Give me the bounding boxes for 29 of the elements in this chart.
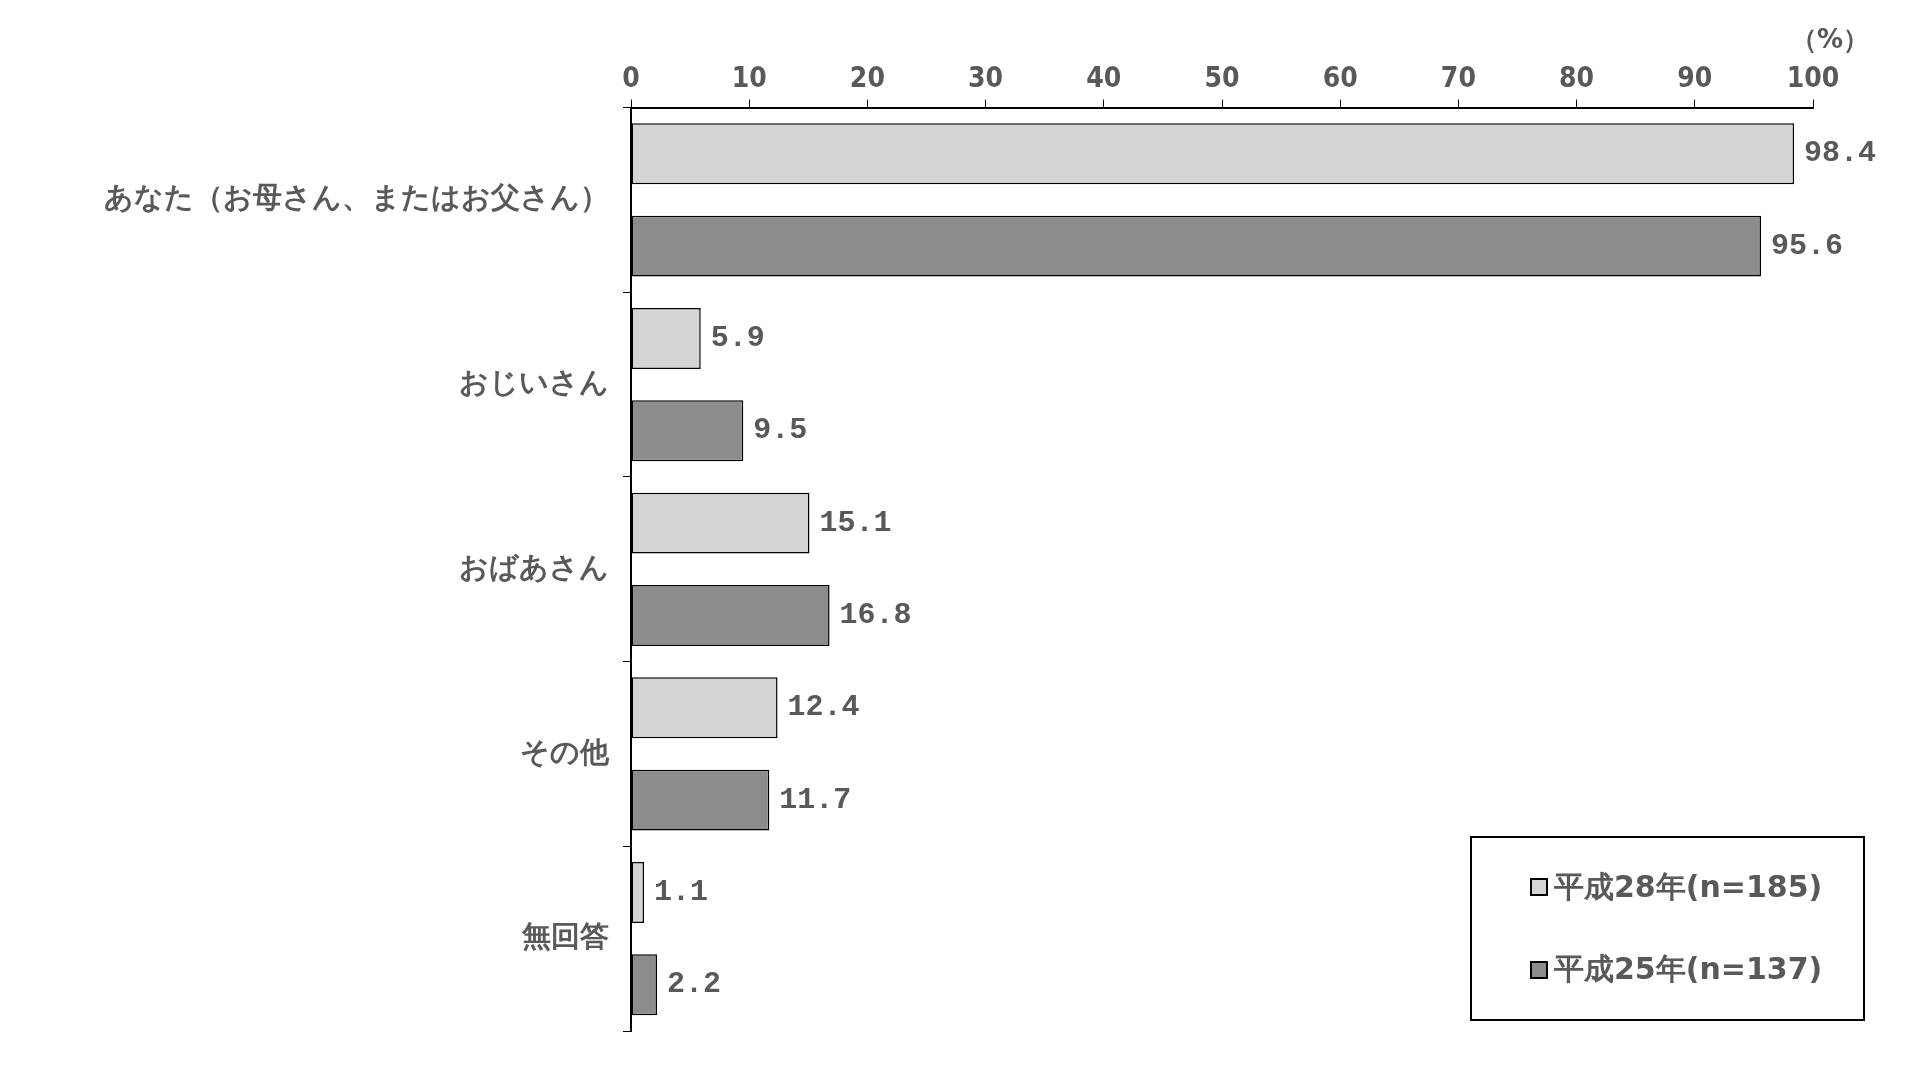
- legend-label: 平成28年(n=185): [1554, 867, 1823, 906]
- data-label: 15.1: [819, 505, 892, 540]
- x-tick-label: 90: [1677, 61, 1713, 95]
- data-label: 2.2: [667, 967, 722, 1002]
- x-tick-label: 0: [622, 61, 640, 95]
- data-label: 1.1: [654, 875, 709, 910]
- data-label: 11.7: [779, 782, 852, 817]
- y-tick-label: あなた（お母さん、またはお父さん）: [104, 180, 609, 215]
- x-tick-label: 50: [1204, 61, 1240, 95]
- x-tick-label: 100: [1786, 61, 1840, 95]
- data-label: 16.8: [839, 598, 912, 633]
- x-tick-label: 20: [849, 61, 885, 95]
- x-tick-label: 60: [1322, 61, 1358, 95]
- x-tick-label: 80: [1559, 61, 1595, 95]
- x-axis-title: （%）: [1790, 23, 1869, 56]
- x-tick-label: 10: [731, 61, 767, 95]
- x-tick-label: 30: [968, 61, 1004, 95]
- y-tick-label: おばあさん: [459, 549, 609, 584]
- y-tick-label: 無回答: [521, 919, 609, 954]
- data-label: 9.5: [753, 413, 808, 448]
- data-label: 5.9: [710, 321, 765, 356]
- data-label: 98.4: [1804, 136, 1877, 171]
- data-label: 95.6: [1770, 228, 1844, 263]
- y-tick-label: おじいさん: [459, 365, 609, 400]
- x-tick-label: 70: [1440, 61, 1476, 95]
- y-tick-label: その他: [520, 734, 610, 769]
- legend-label: 平成25年(n=137): [1554, 950, 1823, 989]
- x-tick-label: 40: [1086, 61, 1122, 95]
- data-label: 12.4: [787, 690, 860, 725]
